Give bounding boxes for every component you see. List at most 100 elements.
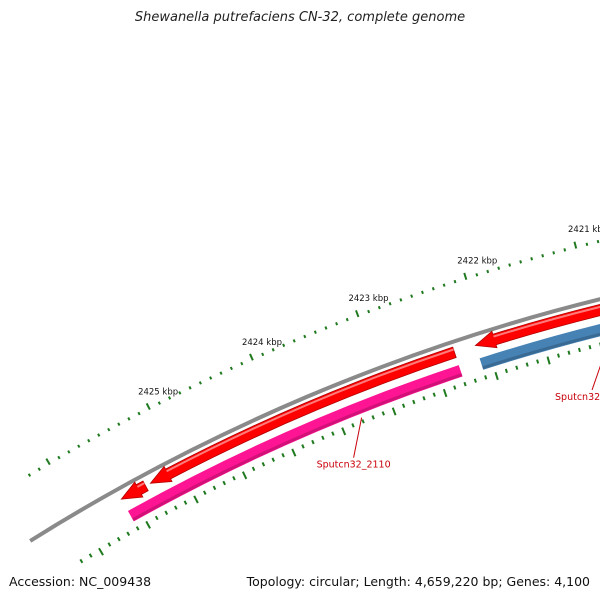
kbp-tick-label: 2422 kbp bbox=[457, 256, 497, 266]
feature-band-shade bbox=[482, 332, 600, 370]
kbp-tick-label: 2423 kbp bbox=[348, 294, 388, 304]
minor-tick bbox=[229, 366, 233, 371]
minor-tick bbox=[127, 417, 131, 421]
minor-tick bbox=[313, 330, 317, 334]
minor-tick bbox=[87, 438, 91, 443]
minor-tick bbox=[137, 411, 141, 416]
minor-tick bbox=[377, 305, 381, 310]
inner-minor-tick bbox=[232, 476, 236, 481]
inner-major-tick bbox=[98, 547, 104, 556]
inner-minor-tick bbox=[183, 500, 188, 505]
inner-minor-tick bbox=[504, 368, 508, 374]
minor-tick bbox=[37, 467, 41, 471]
inner-minor-tick bbox=[473, 378, 477, 383]
minor-tick bbox=[219, 371, 223, 375]
inner-minor-tick bbox=[351, 423, 355, 428]
gene-arrow-highlight bbox=[493, 305, 600, 338]
inner-minor-tick bbox=[453, 385, 457, 390]
inner-tick-ring bbox=[79, 342, 600, 564]
minor-tick bbox=[475, 273, 479, 277]
minor-tick bbox=[508, 263, 512, 267]
feature-label[interactable]: Sputcn32_2109 bbox=[555, 392, 600, 403]
inner-minor-tick bbox=[525, 362, 529, 367]
inner-minor-tick bbox=[331, 431, 335, 436]
inner-minor-tick bbox=[271, 457, 275, 462]
inner-minor-tick bbox=[577, 347, 581, 353]
minor-tick bbox=[486, 269, 490, 274]
major-tick bbox=[355, 310, 360, 318]
minor-tick bbox=[453, 279, 457, 284]
inner-minor-tick bbox=[107, 542, 112, 547]
kbp-tick-label: 2424 kbp bbox=[242, 338, 282, 348]
inner-major-tick bbox=[442, 388, 448, 398]
backbone-line bbox=[29, 297, 600, 543]
kbp-scale-labels: 2425 kbp 2424 kbp 2423 kbp 2422 kbp 2421 kbp… bbox=[138, 225, 600, 397]
feature-band[interactable] bbox=[479, 300, 600, 370]
inner-minor-tick bbox=[251, 466, 256, 472]
label-leader-line bbox=[353, 417, 363, 458]
feature-band-shade bbox=[132, 373, 463, 522]
inner-major-tick bbox=[494, 371, 499, 381]
minor-tick bbox=[431, 287, 435, 291]
inner-minor-tick bbox=[422, 396, 426, 401]
minor-tick bbox=[67, 450, 71, 454]
feature-track bbox=[127, 300, 600, 522]
genome-summary: Topology: circular; Length: 4,659,220 bp… bbox=[246, 574, 590, 589]
inner-minor-tick bbox=[371, 415, 375, 420]
inner-minor-tick bbox=[381, 411, 385, 416]
minor-tick bbox=[541, 254, 545, 258]
minor-tick bbox=[442, 283, 446, 287]
minor-tick bbox=[167, 396, 172, 400]
inner-minor-tick bbox=[557, 353, 561, 358]
minor-tick bbox=[335, 321, 339, 326]
inner-major-tick bbox=[193, 495, 199, 504]
inner-minor-tick bbox=[79, 558, 84, 564]
map-title: Shewanella putrefaciens CN-32, complete … bbox=[134, 10, 466, 25]
minor-tick bbox=[399, 298, 403, 302]
minor-tick bbox=[107, 427, 111, 432]
inner-minor-tick bbox=[515, 365, 519, 370]
feature-band[interactable] bbox=[127, 365, 463, 522]
minor-tick bbox=[519, 260, 523, 264]
gene-arrow[interactable] bbox=[149, 346, 457, 484]
inner-minor-tick bbox=[484, 375, 488, 380]
feature-label[interactable]: Sputcn32_2110 bbox=[317, 460, 391, 471]
minor-tick bbox=[367, 309, 371, 314]
inner-minor-tick bbox=[361, 419, 365, 424]
major-tick bbox=[145, 402, 151, 411]
minor-tick bbox=[157, 401, 161, 405]
kbp-tick-label: 2425 kbp bbox=[138, 387, 178, 397]
inner-minor-tick bbox=[311, 439, 315, 445]
minor-tick bbox=[497, 266, 501, 270]
major-tick bbox=[249, 353, 254, 361]
minor-tick bbox=[388, 301, 392, 306]
minor-tick bbox=[282, 343, 286, 348]
accession-text: Accession: NC_009438 bbox=[9, 574, 152, 589]
minor-tick bbox=[345, 317, 349, 322]
minor-tick bbox=[27, 473, 32, 477]
inner-minor-tick bbox=[116, 536, 121, 542]
minor-tick bbox=[77, 444, 81, 449]
inner-major-tick bbox=[291, 448, 297, 457]
inner-minor-tick bbox=[321, 435, 325, 441]
inner-minor-tick bbox=[154, 515, 159, 521]
inner-minor-tick bbox=[222, 480, 226, 486]
kbp-scale bbox=[27, 239, 600, 477]
inner-major-tick bbox=[341, 427, 347, 436]
minor-tick bbox=[188, 386, 192, 390]
minor-tick bbox=[178, 391, 182, 395]
minor-tick bbox=[117, 422, 121, 426]
inner-minor-tick bbox=[301, 444, 305, 449]
inner-major-tick bbox=[145, 520, 151, 529]
minor-tick bbox=[57, 455, 61, 460]
inner-minor-tick bbox=[536, 359, 540, 364]
inner-minor-tick bbox=[567, 350, 571, 355]
minor-tick bbox=[552, 251, 556, 255]
inner-minor-tick bbox=[432, 392, 436, 397]
inner-minor-tick bbox=[164, 510, 169, 516]
minor-tick bbox=[324, 326, 328, 330]
minor-tick bbox=[410, 294, 414, 298]
gene-arrow-highlight bbox=[166, 348, 454, 473]
inner-minor-tick bbox=[463, 381, 467, 387]
